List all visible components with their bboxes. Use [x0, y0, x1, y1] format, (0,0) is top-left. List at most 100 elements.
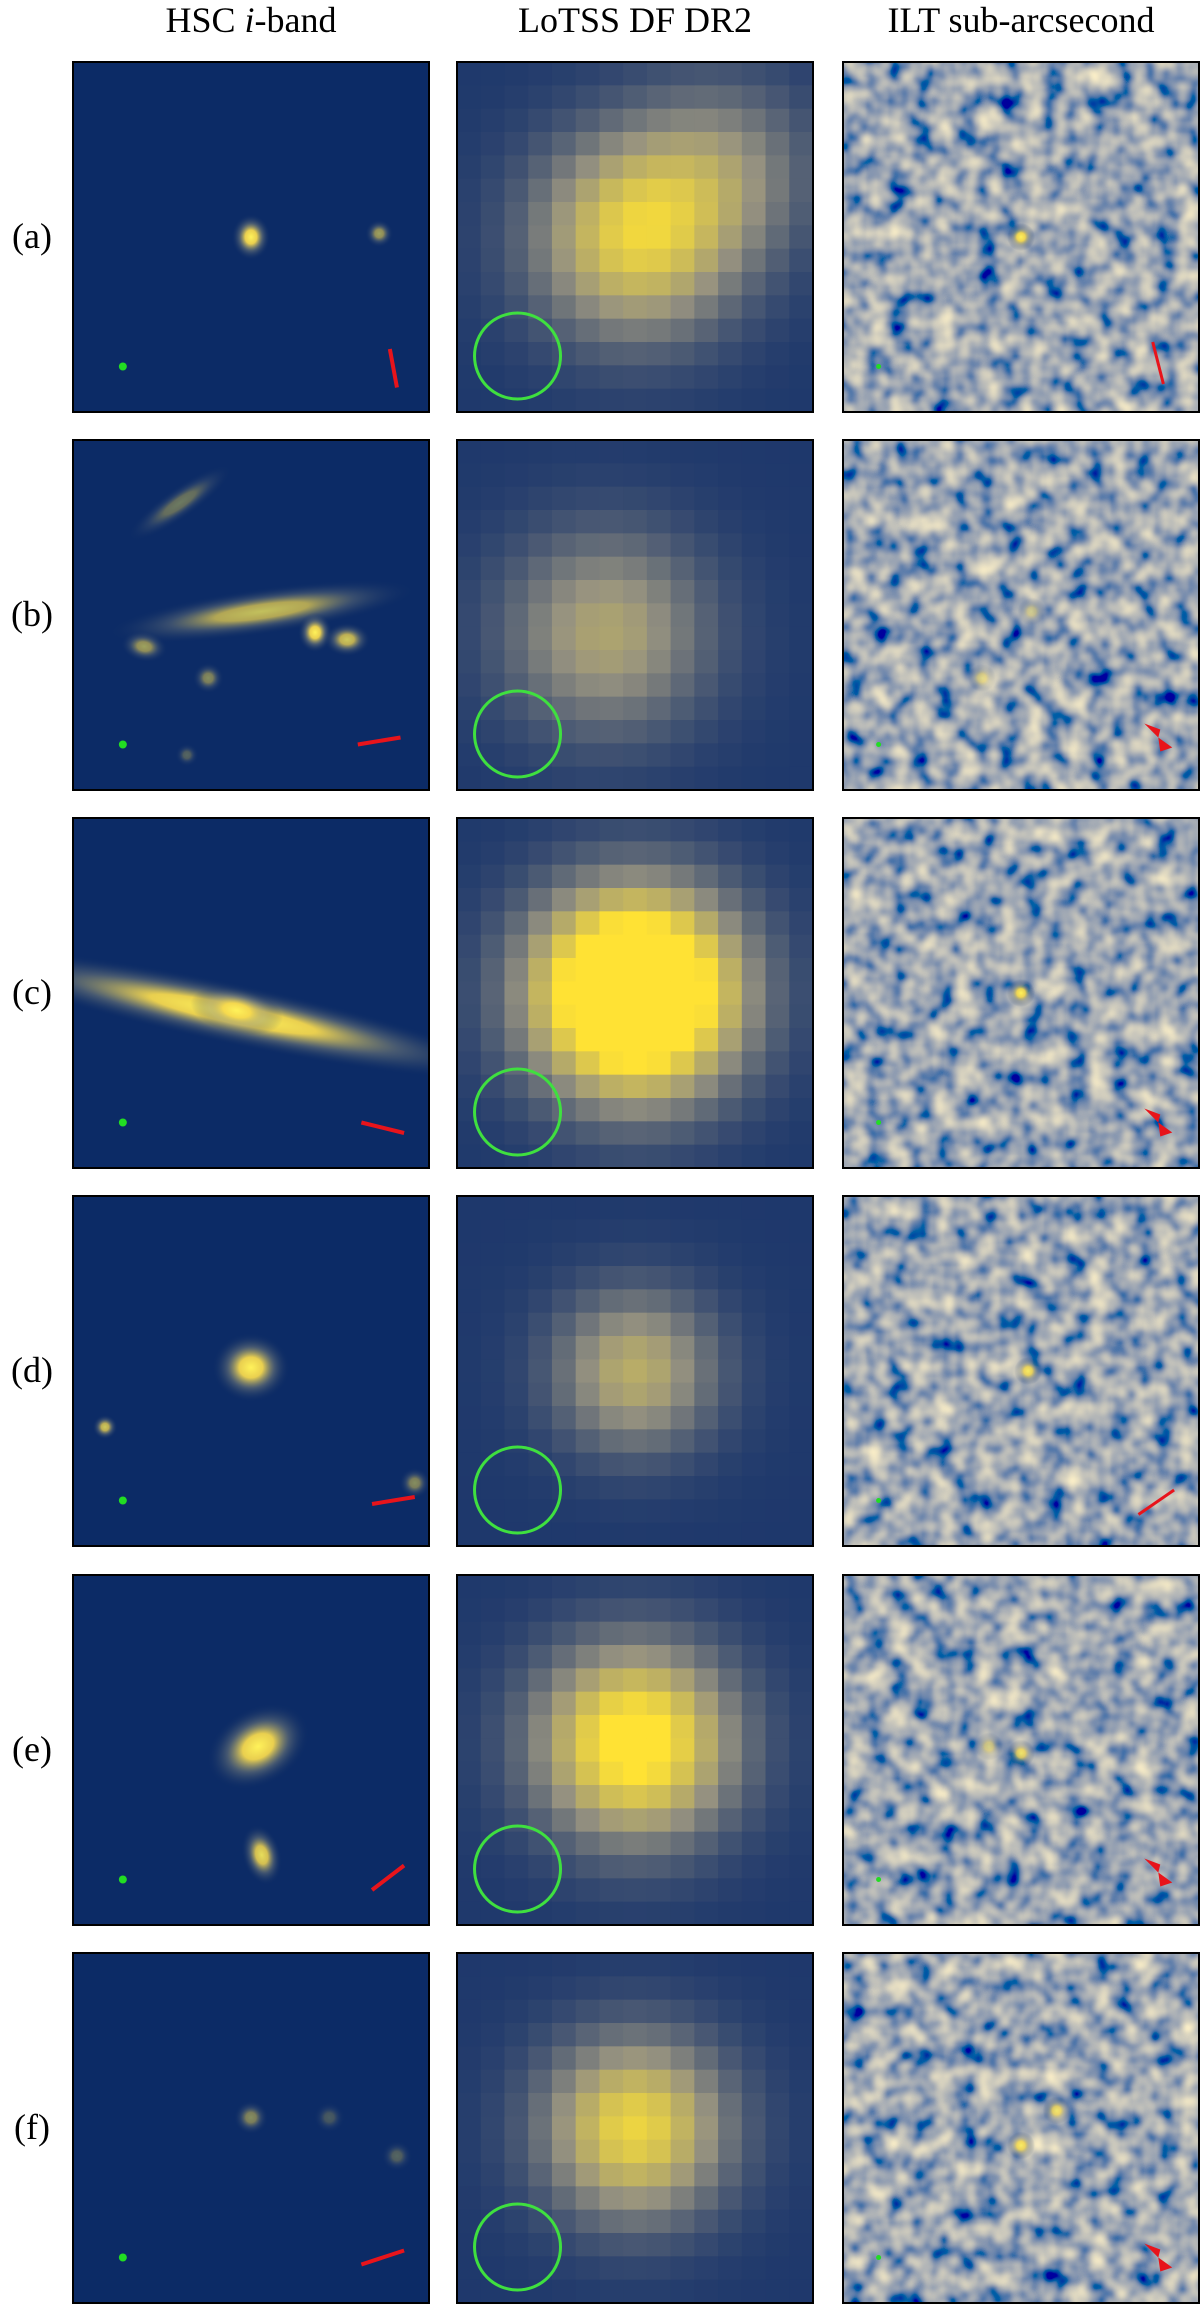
pixel — [623, 1004, 648, 1029]
pixel — [694, 1738, 719, 1763]
pixel — [789, 1499, 814, 1524]
pixel — [670, 1691, 695, 1716]
pixel — [528, 696, 553, 721]
pixel — [694, 1598, 719, 1623]
pixel — [694, 1761, 719, 1786]
pixel — [528, 1598, 553, 1623]
pixel — [575, 556, 600, 581]
pixel — [765, 841, 790, 866]
pixel — [575, 533, 600, 558]
pixel — [528, 1242, 553, 1267]
pixel — [646, 2233, 672, 2257]
pixel — [741, 2279, 767, 2304]
pixel — [646, 1242, 672, 1267]
pixel — [457, 1452, 482, 1477]
pixel — [670, 248, 695, 273]
pixel — [623, 1098, 648, 1122]
pixel — [599, 580, 624, 604]
source — [106, 579, 417, 644]
pixel — [741, 650, 767, 674]
pixel — [789, 2116, 814, 2141]
pixel — [551, 911, 577, 936]
pixel — [575, 2116, 600, 2141]
pixel — [504, 1761, 529, 1786]
pixel — [575, 1953, 600, 1977]
pixel — [504, 463, 529, 488]
pixel — [599, 2186, 624, 2211]
pixel — [480, 486, 505, 511]
pixel — [789, 202, 814, 226]
pixel — [765, 1289, 790, 1314]
pixel — [575, 2093, 600, 2117]
pixel — [528, 1312, 553, 1337]
pixel — [646, 1312, 672, 1337]
pixel — [504, 743, 529, 768]
pixel — [623, 1452, 648, 1477]
pixel — [789, 2163, 814, 2187]
pixel — [670, 1575, 695, 1599]
pixel — [599, 1691, 624, 1716]
pixel — [599, 1999, 624, 2024]
pixel — [741, 888, 767, 912]
pixel — [551, 225, 577, 250]
pixel — [504, 841, 529, 866]
pixel — [718, 272, 743, 296]
pixel — [789, 743, 814, 768]
pixel — [457, 1051, 482, 1076]
pixel — [504, 1878, 529, 1903]
pixel — [528, 1761, 553, 1786]
pixel — [480, 155, 505, 180]
pixel — [457, 533, 482, 558]
pixel — [480, 911, 505, 936]
pixel — [528, 2186, 553, 2211]
pixel — [765, 1121, 790, 1146]
pixel — [765, 1976, 790, 2001]
pixel — [789, 533, 814, 558]
pixel — [551, 1901, 577, 1926]
pixel — [480, 1289, 505, 1314]
pixel — [694, 108, 719, 133]
pixel — [551, 1219, 577, 1244]
pixel — [718, 556, 743, 581]
beam-circle — [473, 2202, 563, 2292]
pixel — [670, 1668, 695, 1693]
pixel — [789, 818, 814, 842]
pixel — [528, 272, 553, 296]
pixel — [551, 272, 577, 296]
pixel — [646, 1289, 672, 1314]
pixel — [599, 2069, 624, 2094]
pixel — [504, 1715, 529, 1739]
pixel — [623, 486, 648, 511]
pixel — [551, 1668, 577, 1693]
pixel — [789, 1691, 814, 1716]
pixel — [623, 2163, 648, 2187]
pixel — [741, 295, 767, 320]
pixel — [575, 766, 600, 791]
pixel — [457, 911, 482, 936]
pixel — [457, 178, 482, 203]
pixel — [575, 1522, 600, 1547]
pixel — [646, 888, 672, 912]
pixel — [551, 388, 577, 413]
pixel — [670, 1878, 695, 1903]
pixel — [741, 2069, 767, 2094]
pixel — [623, 1901, 648, 1926]
pixel — [789, 342, 814, 366]
pixel — [528, 2069, 553, 2094]
pixel — [694, 1452, 719, 1477]
pixel — [504, 2163, 529, 2187]
pixel — [575, 132, 600, 156]
pixel — [741, 440, 767, 464]
pixel — [551, 1004, 577, 1029]
pixel — [765, 1406, 790, 1430]
pixel — [789, 486, 814, 511]
pixel — [789, 1074, 814, 1099]
pixel — [765, 2209, 790, 2234]
pixel — [457, 225, 482, 250]
pixel — [575, 463, 600, 488]
pixel — [789, 1336, 814, 1360]
pixel — [575, 1028, 600, 1052]
pixel — [694, 1429, 719, 1454]
pixel — [528, 1668, 553, 1693]
beam-dot — [118, 1496, 127, 1505]
